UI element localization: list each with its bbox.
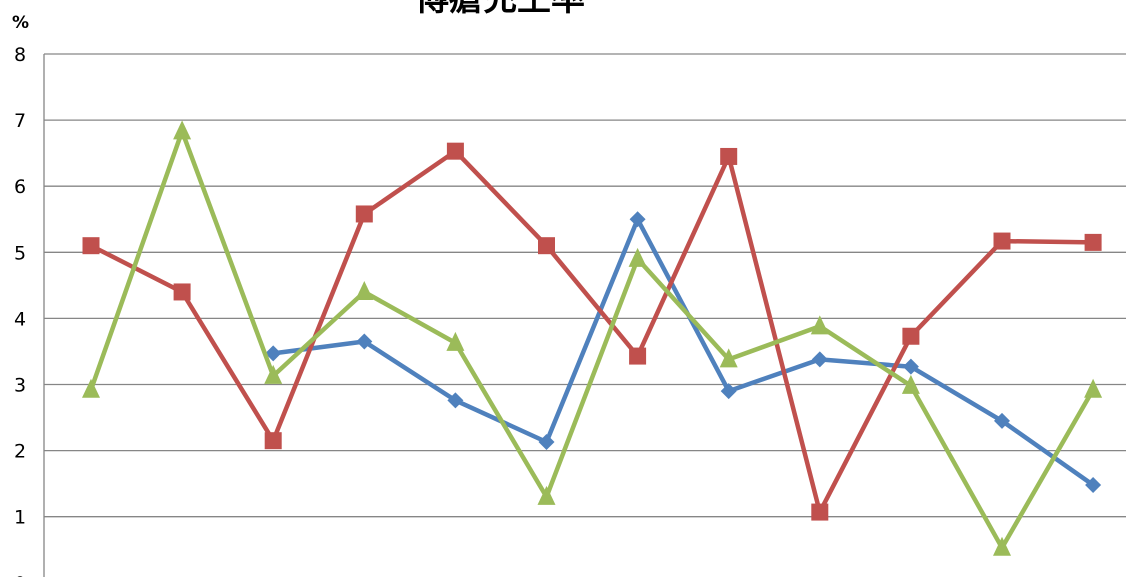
series-line: [270, 217, 1096, 488]
data-point-diamond: [265, 345, 282, 362]
data-point-square: [993, 232, 1011, 250]
data-point-triangle: [264, 364, 283, 384]
data-point-diamond: [447, 392, 464, 409]
y-tick-label: 5: [14, 242, 26, 264]
data-point-square: [902, 327, 920, 345]
data-point-square: [446, 142, 464, 160]
data-point-diamond: [629, 211, 646, 228]
chart-title: 博瘡充王率: [415, 0, 585, 19]
data-point-diamond: [1085, 476, 1102, 493]
y-axis-label: %: [12, 13, 29, 33]
y-tick-label: 7: [14, 110, 26, 132]
y-tick-label: 1: [14, 507, 26, 529]
data-point-diamond: [811, 351, 828, 368]
series-line: [88, 129, 1096, 551]
data-point-triangle: [82, 378, 100, 398]
data-point-square: [629, 347, 647, 365]
data-point-square: [264, 432, 282, 450]
data-point-triangle: [355, 280, 374, 300]
series-2: [82, 142, 1102, 521]
data-point-square: [82, 237, 100, 255]
series-1: [265, 211, 1102, 493]
data-point-diamond: [902, 358, 919, 375]
y-tick-labels: 0 1 2 3 4 5 6 7 8: [14, 44, 26, 577]
data-point-square: [173, 283, 191, 301]
series: [82, 120, 1103, 556]
series-3: [82, 120, 1103, 556]
data-point-triangle: [719, 348, 738, 368]
data-point-square: [1084, 233, 1102, 251]
data-point-square: [811, 503, 829, 521]
data-point-diamond: [356, 333, 373, 350]
y-tick-label: 6: [14, 176, 26, 198]
data-point-triangle: [628, 247, 647, 267]
data-point-diamond: [994, 412, 1010, 429]
data-point-diamond: [720, 383, 737, 400]
y-tick-label: 3: [14, 375, 26, 397]
y-tick-label: 2: [14, 441, 26, 463]
data-point-triangle: [993, 536, 1011, 556]
series-line: [88, 148, 1096, 515]
y-tick-label: 0: [14, 573, 26, 577]
data-point-triangle: [446, 331, 465, 351]
gridlines: [44, 53, 1126, 518]
data-point-triangle: [537, 485, 556, 505]
y-tick-label: 4: [14, 308, 26, 330]
data-point-square: [538, 237, 555, 255]
data-point-triangle: [173, 120, 192, 140]
y-tick-label: 8: [14, 44, 26, 66]
data-point-square: [720, 147, 738, 165]
data-point-triangle: [810, 315, 829, 335]
data-point-square: [355, 205, 373, 223]
data-point-triangle: [901, 374, 920, 394]
data-point-diamond: [538, 434, 555, 451]
data-point-triangle: [1084, 378, 1103, 398]
